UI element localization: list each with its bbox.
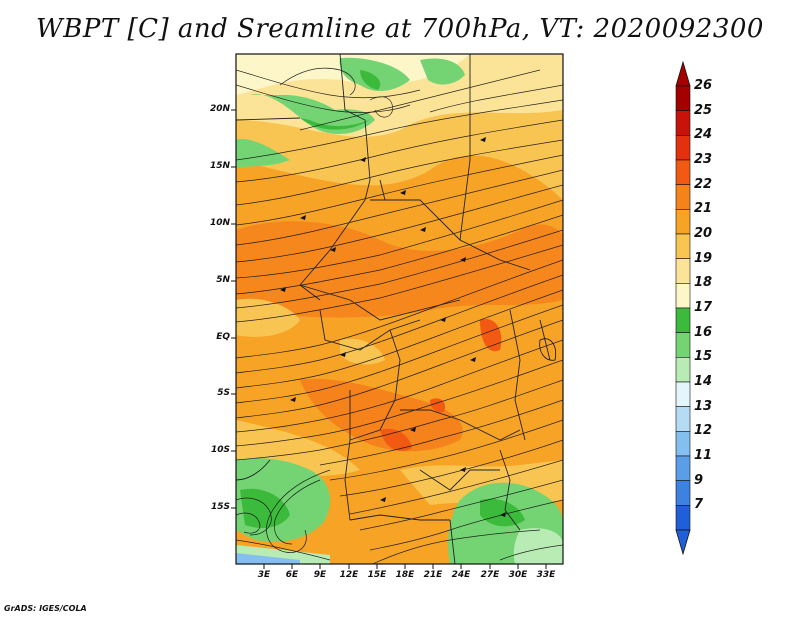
colorbar-label-18: 18 [694, 275, 713, 291]
colorbar-swatch-13 [675, 406, 691, 432]
colorbar-label-15: 15 [694, 349, 713, 365]
colorbar-bottom-arrow [675, 529, 691, 556]
streamlines [236, 67, 563, 564]
lon-label-27e: 27E [480, 570, 500, 580]
colorbar-swatch-17 [675, 307, 691, 333]
colorbar-label-20: 20 [694, 226, 713, 241]
lon-label-3e: 3E [257, 570, 271, 580]
colorbar-swatch-7 [675, 505, 691, 531]
colorbar-swatch-24 [675, 135, 691, 161]
lat-label-15s: 15S [210, 502, 230, 512]
colorbar-swatch-25 [675, 110, 691, 136]
lon-label-12e: 12E [339, 570, 359, 580]
lat-label-5n: 5N [216, 275, 230, 285]
lat-label-10n: 10N [209, 218, 230, 228]
lon-label-18e: 18E [395, 570, 415, 580]
lon-label-21e: 21E [423, 570, 443, 580]
colorbar-label-12: 12 [694, 423, 713, 439]
colorbar-label-23: 23 [694, 152, 713, 167]
colorbar-label-14: 14 [694, 374, 713, 389]
lat-label-10s: 10S [210, 445, 230, 455]
colorbar-label-7: 7 [694, 497, 704, 513]
colorbar-swatch-20 [675, 233, 691, 259]
colorbar [675, 60, 691, 556]
colorbar-label-19: 19 [694, 250, 713, 266]
colorbar-swatch-21 [675, 209, 691, 235]
lat-label-20n: 20N [209, 104, 230, 114]
colorbar-label-16: 16 [694, 324, 713, 340]
colorbar-swatch-19 [675, 258, 691, 284]
colorbar-swatch-11 [675, 455, 691, 481]
colorbar-label-25: 25 [694, 102, 713, 118]
lat-label-5s: 5S [217, 388, 230, 398]
lon-label-33e: 33E [536, 570, 556, 580]
credit-text: GrADS: IGES/COLA [4, 604, 87, 613]
colorbar-label-11: 11 [694, 448, 713, 463]
colorbar-swatch-12 [675, 431, 691, 457]
lon-label-15e: 15E [367, 570, 387, 580]
colorbar-swatch-22 [675, 184, 691, 210]
colorbar-label-17: 17 [694, 300, 713, 315]
lat-label-15n: 15N [209, 161, 230, 171]
lon-label-6e: 6E [285, 570, 299, 580]
colorbar-label-9: 9 [694, 472, 704, 488]
colorbar-label-26: 26 [694, 78, 713, 93]
lat-label-eq: EQ [216, 332, 230, 342]
streamline-arrows [280, 137, 506, 517]
map-title: WBPT [C] and Sreamline at 700hPa, VT: 20… [36, 14, 764, 44]
lon-label-24e: 24E [451, 570, 471, 580]
lat-ticks [231, 109, 236, 509]
colorbar-label-24: 24 [694, 127, 713, 143]
wbpt-field [236, 54, 563, 564]
lon-label-30e: 30E [508, 570, 528, 580]
lon-label-9e: 9E [313, 570, 327, 580]
colorbar-swatch-15 [675, 357, 691, 383]
colorbar-swatch-18 [675, 283, 691, 309]
colorbar-label-13: 13 [694, 398, 713, 414]
colorbar-label-21: 21 [694, 201, 713, 217]
colorbar-swatch-9 [675, 480, 691, 506]
colorbar-label-22: 22 [694, 176, 713, 192]
map-frame [235, 53, 564, 565]
country-borders [236, 54, 551, 564]
colorbar-swatch-26 [675, 85, 691, 111]
colorbar-swatch-23 [675, 159, 691, 185]
colorbar-swatch-16 [675, 332, 691, 358]
colorbar-top-arrow [675, 60, 691, 87]
colorbar-swatch-14 [675, 381, 691, 407]
lon-ticks [263, 564, 547, 569]
